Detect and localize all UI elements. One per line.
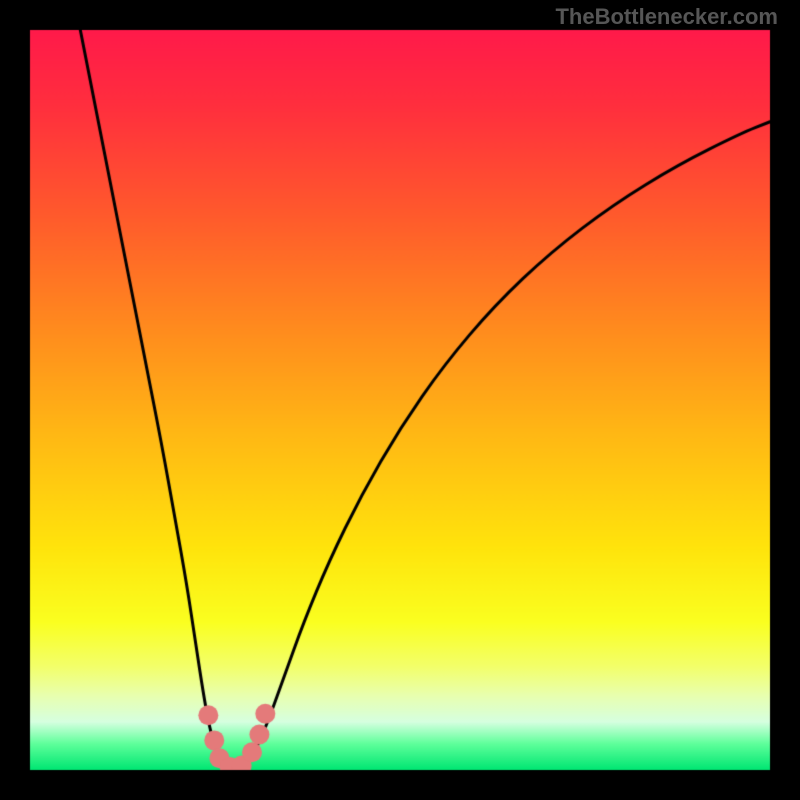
watermark-label: TheBottlenecker.com [555, 4, 778, 30]
chart-canvas [0, 0, 800, 800]
bottleneck-chart: TheBottlenecker.com [0, 0, 800, 800]
